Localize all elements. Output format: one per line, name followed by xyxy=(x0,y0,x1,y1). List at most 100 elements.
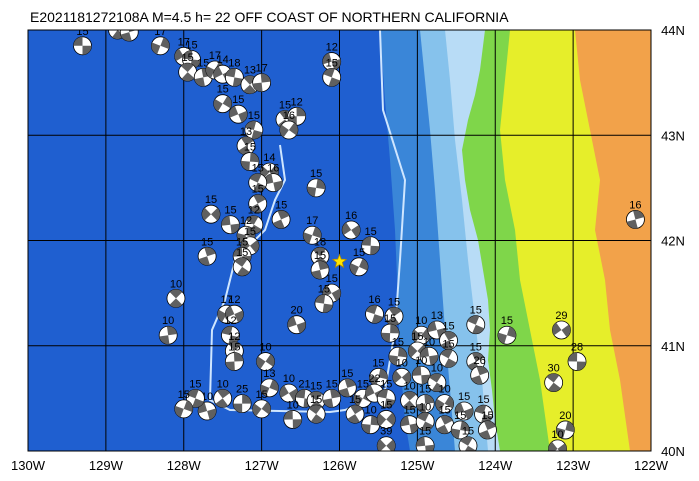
event-depth-label: 10 xyxy=(431,363,443,375)
event-depth-label: 15 xyxy=(275,199,287,211)
event-depth-label: 12 xyxy=(248,205,260,217)
lon-tick-label: 124W xyxy=(478,458,513,473)
focal-mechanism-beachball: 15 xyxy=(345,394,365,424)
event-depth-label: 12 xyxy=(291,96,303,108)
event-depth-label: 15 xyxy=(454,410,466,422)
focal-mechanism-beachball: 15 xyxy=(322,57,342,87)
focal-mechanism-beachball: 17 xyxy=(150,26,170,56)
focal-mechanism-beachball: 15 xyxy=(369,357,388,387)
event-depth-label: 15 xyxy=(244,142,256,154)
focal-mechanism-beachball: 15 xyxy=(454,391,474,421)
event-depth-label: 15 xyxy=(232,94,244,106)
event-depth-label: 15 xyxy=(439,405,451,417)
event-depth-label: 15 xyxy=(236,236,248,248)
focal-mechanism-beachball: 15 xyxy=(388,336,408,366)
event-depth-label: 26 xyxy=(474,355,486,367)
event-depth-label: 20 xyxy=(291,305,303,317)
focal-mechanism-beachball: 15 xyxy=(415,384,435,414)
event-depth-label: 15 xyxy=(201,236,213,248)
focal-mechanism-beachball: 16 xyxy=(365,294,384,324)
focal-mechanism-beachball: 15 xyxy=(244,110,264,140)
latitude-labels: 44N 43N 42N 41N 40N xyxy=(661,23,685,459)
event-depth-label: 15 xyxy=(501,315,513,327)
event-depth-label: 10 xyxy=(419,402,431,414)
focal-mechanism-beachball: 16 xyxy=(263,163,283,193)
event-depth-label: 15 xyxy=(310,380,322,392)
focal-mechanism-beachball: 10 xyxy=(361,405,381,435)
event-depth-label: 15 xyxy=(403,405,415,417)
focal-mechanism-beachball: 10 xyxy=(197,391,217,421)
graticule xyxy=(28,30,651,451)
event-depth-label: 18 xyxy=(314,236,326,248)
event-depth-label: 13 xyxy=(244,65,256,77)
focal-mechanism-beachball: 15 xyxy=(201,194,221,224)
lat-tick-label: 42N xyxy=(661,234,685,249)
focal-mechanism-beachball: 15 xyxy=(240,142,260,171)
focal-mechanism-beachball: 15 xyxy=(400,405,419,435)
event-depth-label: 15 xyxy=(189,378,201,390)
event-depth-label: 15 xyxy=(244,226,256,238)
focal-mechanism-beachball: 12 xyxy=(322,42,342,71)
fault-boundary xyxy=(208,144,381,414)
event-depth-label: 15 xyxy=(236,247,248,259)
focal-mechanism-beachball: 15 xyxy=(353,378,373,408)
focal-mechanism-beachball: 30 xyxy=(544,363,564,392)
event-depth-label: 13 xyxy=(431,310,443,322)
event-depth-label: 15 xyxy=(217,84,229,96)
event-depth-label: 15 xyxy=(477,394,489,406)
focal-mechanism-beachball: 15 xyxy=(197,236,217,266)
focal-mechanism-beachball: 15 xyxy=(376,399,396,429)
event-depth-label: 13 xyxy=(263,368,275,380)
focal-mechanism-beachball: 10 xyxy=(158,315,178,345)
event-depth-label: 14 xyxy=(263,152,275,164)
event-depth-label: 17 xyxy=(154,26,166,38)
event-depth-label: 15 xyxy=(442,320,454,332)
event-depth-label: 15 xyxy=(458,391,470,403)
event-depth-label: 15 xyxy=(326,57,338,69)
event-depth-label: 15 xyxy=(470,342,482,354)
focal-mechanism-beachball: 15 xyxy=(361,226,381,256)
focal-mechanism-beachball: 15 xyxy=(306,168,326,198)
event-depth-label: 15 xyxy=(279,99,291,111)
event-depth-label: 15 xyxy=(411,331,423,343)
event-depth-label: 15 xyxy=(224,205,236,217)
focal-mechanism-beachball: 15 xyxy=(252,389,272,419)
event-depth-label: 10 xyxy=(423,336,435,348)
focal-mechanism-beachball: 15 xyxy=(380,313,400,343)
event-depth-label: 15 xyxy=(372,357,384,369)
event-depth-label: 15 xyxy=(205,194,217,206)
event-depth-label: 15 xyxy=(442,338,454,350)
focal-mechanism-beachball: 15 xyxy=(322,378,342,408)
event-depth-label: 10 xyxy=(415,315,427,327)
focal-mechanism-beachball: 13 xyxy=(427,310,447,340)
focal-mechanism-beachball: 10 xyxy=(392,357,412,387)
lon-tick-label: 125W xyxy=(400,458,435,473)
event-depth-label: 15 xyxy=(310,394,322,406)
focal-mechanism-beachball: 15 xyxy=(228,94,248,124)
event-depth-label: 16 xyxy=(629,199,641,211)
event-depth-label: 15 xyxy=(380,399,392,411)
event-depth-label: 15 xyxy=(326,378,338,390)
focal-mechanism-beachball: 15 xyxy=(478,410,497,440)
focal-mechanism-beachball: 15 xyxy=(439,338,458,368)
event-depth-label: 15 xyxy=(349,394,361,406)
focal-mechanism-beachball: 15 xyxy=(271,199,291,229)
focal-mechanism-beachball: 15 xyxy=(232,247,252,277)
event-depth-label: 15 xyxy=(326,273,338,285)
focal-mechanism-beachball: 15 xyxy=(384,296,404,326)
lat-tick-label: 43N xyxy=(661,128,685,143)
map-frame xyxy=(27,29,652,452)
focal-mechanism-beachball: 15 xyxy=(497,315,517,345)
focal-mechanism-beachball: 10 xyxy=(411,315,431,345)
event-depth-label: 15 xyxy=(419,384,431,396)
focal-mechanism-beachball: 13 xyxy=(260,368,279,398)
event-depth-label: 15 xyxy=(392,336,404,348)
focal-mechanism-beachball: 15 xyxy=(466,305,486,335)
event-depth-label: 15 xyxy=(462,426,474,438)
focal-mechanism-beachball: 15 xyxy=(178,52,198,82)
event-depth-label: 13 xyxy=(240,126,252,138)
event-depth-label: 28 xyxy=(571,342,583,354)
focal-mechanism-beachball: 15 xyxy=(310,250,330,280)
focal-mechanism-beachball: 10 xyxy=(400,380,419,410)
